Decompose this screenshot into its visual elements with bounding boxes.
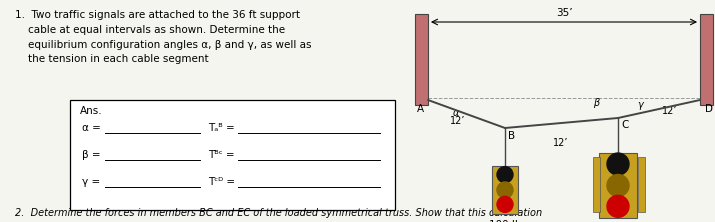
Circle shape <box>497 196 513 212</box>
Text: β =: β = <box>82 150 101 160</box>
Bar <box>593 157 600 212</box>
Text: Tₐᴮ =: Tₐᴮ = <box>208 123 235 133</box>
Bar <box>70 100 395 210</box>
Text: γ =: γ = <box>82 177 100 187</box>
Circle shape <box>607 195 629 217</box>
Bar <box>638 157 645 212</box>
Text: β: β <box>593 98 599 108</box>
Text: 100 lb: 100 lb <box>489 220 521 222</box>
Bar <box>700 14 713 105</box>
Text: γ: γ <box>637 100 643 110</box>
Circle shape <box>497 182 513 198</box>
Text: α =: α = <box>82 123 101 133</box>
Circle shape <box>497 167 513 183</box>
Circle shape <box>607 153 629 175</box>
Text: A: A <box>417 104 424 114</box>
Text: 12’: 12’ <box>553 138 568 148</box>
Circle shape <box>607 174 629 196</box>
Text: 12’: 12’ <box>662 106 678 116</box>
Text: 1.  Two traffic signals are attached to the 36 ft support
    cable at equal int: 1. Two traffic signals are attached to t… <box>15 10 312 64</box>
Text: B: B <box>508 131 515 141</box>
Bar <box>415 14 428 105</box>
Text: 2.  Determine the forces in members BC and EC of the loaded symmetrical truss. S: 2. Determine the forces in members BC an… <box>15 208 542 218</box>
Text: 35’: 35’ <box>556 8 572 18</box>
Text: α: α <box>453 108 459 118</box>
Text: C: C <box>621 120 628 130</box>
Text: D: D <box>705 104 713 114</box>
Bar <box>599 153 637 218</box>
Bar <box>492 166 518 214</box>
Text: Tᶜᴰ =: Tᶜᴰ = <box>208 177 235 187</box>
Text: Tᴮᶜ =: Tᴮᶜ = <box>208 150 235 160</box>
Text: 12’: 12’ <box>450 116 465 126</box>
Text: Ans.: Ans. <box>80 106 103 116</box>
